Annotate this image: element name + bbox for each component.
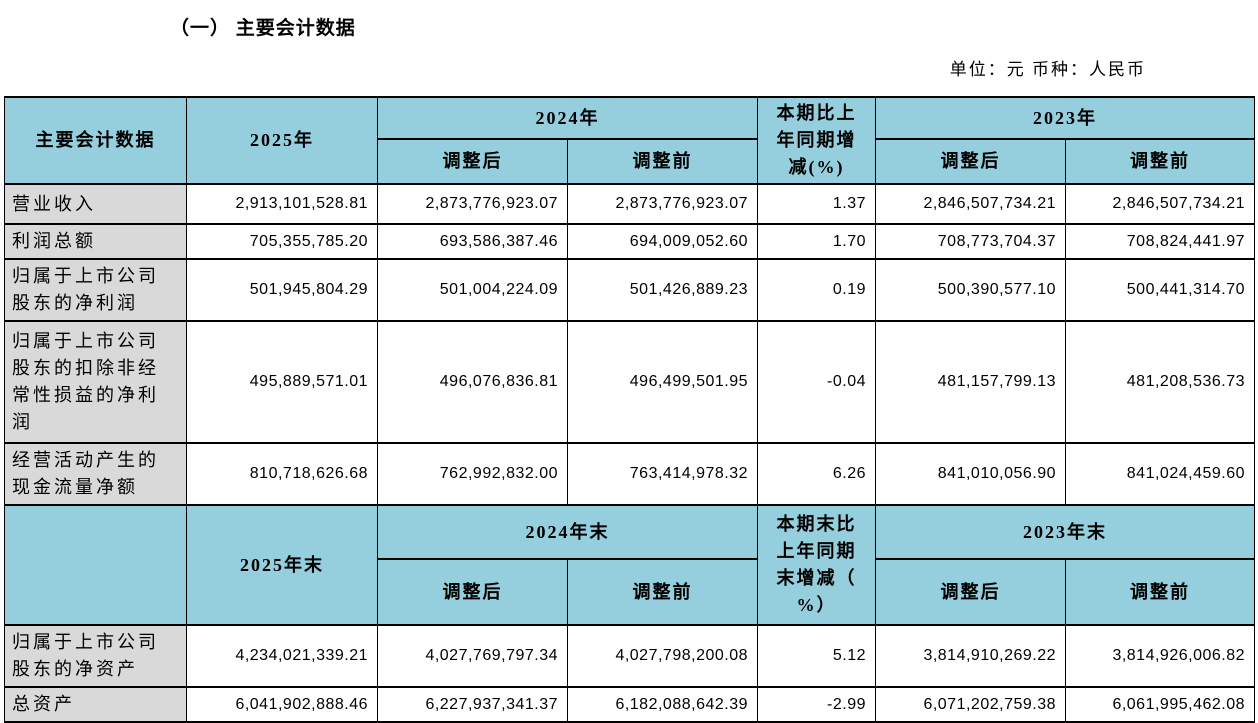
value-2024-before: 501,426,889.23 — [567, 258, 758, 322]
header-row-2-top: 2025年末 2024年末 本期末比 上年同期 末增减（ %） 2023年末 — [4, 504, 1255, 626]
value-2024-before: 4,027,798,200.08 — [567, 624, 758, 688]
value-2024-before: 694,009,052.60 — [567, 223, 758, 260]
value-2024-before: 496,499,501.95 — [567, 320, 758, 444]
value-2023-before: 3,814,926,006.82 — [1065, 624, 1255, 688]
row-label: 总资产 — [4, 686, 187, 723]
value-change: 5.12 — [757, 624, 876, 688]
table-row-net-profit: 归属于上市公司 股东的净利润 501,945,804.29 501,004,22… — [4, 258, 1255, 322]
header-metric: 主要会计数据 — [4, 96, 187, 185]
header-end-2025: 2025年末 — [186, 504, 378, 626]
header-2024-adjusted: 调整后 — [377, 138, 568, 185]
table-row-total-profit: 利润总额 705,355,785.20 693,586,387.46 694,0… — [4, 223, 1255, 260]
value-change: -2.99 — [757, 686, 876, 723]
row-label: 归属于上市公司 股东的扣除非经 常性损益的净利 润 — [4, 320, 187, 444]
value-2024-adjusted: 762,992,832.00 — [377, 442, 568, 506]
value-2024-adjusted: 6,227,937,341.37 — [377, 686, 568, 723]
value-2023-before: 481,208,536.73 — [1065, 320, 1255, 444]
row-label: 归属于上市公司 股东的净利润 — [4, 258, 187, 322]
value-2024-adjusted: 496,076,836.81 — [377, 320, 568, 444]
table-row-deducted-net-profit: 归属于上市公司 股东的扣除非经 常性损益的净利 润 495,889,571.01… — [4, 320, 1255, 444]
row-label: 利润总额 — [4, 223, 187, 260]
value-2025: 495,889,571.01 — [186, 320, 378, 444]
value-2024-before: 6,182,088,642.39 — [567, 686, 758, 723]
header-row-1-sub: 调整后 调整前 调整后 调整前 — [5, 138, 1255, 185]
value-2025: 705,355,785.20 — [186, 223, 378, 260]
value-2025: 6,041,902,888.46 — [186, 686, 378, 723]
table-row-net-assets: 归属于上市公司 股东的净资产 4,234,021,339.21 4,027,76… — [4, 624, 1255, 688]
header-year-2025: 2025年 — [186, 96, 378, 185]
value-2023-before: 708,824,441.97 — [1065, 223, 1255, 260]
value-2025: 4,234,021,339.21 — [186, 624, 378, 688]
value-2024-before: 763,414,978.32 — [567, 442, 758, 506]
value-2023-adjusted: 708,773,704.37 — [875, 223, 1066, 260]
accounting-table: 主要会计数据 2025年 2024年 本期比上 年同期增 减(%) 2023年 … — [4, 95, 1255, 723]
value-2023-adjusted: 500,390,577.10 — [875, 258, 1066, 322]
unit-currency-note: 单位：元 币种：人民币 — [949, 60, 1146, 79]
value-2023-before: 500,441,314.70 — [1065, 258, 1255, 322]
value-2023-adjusted: 841,010,056.90 — [875, 442, 1066, 506]
section-title: （一） 主要会计数据 — [170, 18, 356, 39]
header-end-2023: 2023年末 — [875, 504, 1255, 560]
header-end-2024-adjusted: 调整后 — [377, 558, 568, 626]
table-row-revenue: 营业收入 2,913,101,528.81 2,873,776,923.07 2… — [4, 183, 1255, 225]
value-2024-adjusted: 501,004,224.09 — [377, 258, 568, 322]
header-2024-before-adjust: 调整前 — [567, 138, 758, 185]
header-year-2024: 2024年 — [377, 95, 758, 141]
value-2025: 810,718,626.68 — [186, 442, 378, 506]
value-2024-before: 2,873,776,923.07 — [567, 183, 758, 225]
value-2023-before: 6,061,995,462.08 — [1065, 686, 1255, 723]
header-metric-empty — [4, 504, 187, 626]
header-2023-adjusted: 调整后 — [875, 138, 1066, 185]
value-2025: 2,913,101,528.81 — [186, 183, 378, 225]
header-end-2023-before-adjust: 调整前 — [1065, 558, 1255, 626]
value-change: -0.04 — [757, 320, 876, 444]
header-end-2024: 2024年末 — [377, 504, 758, 560]
value-2025: 501,945,804.29 — [186, 258, 378, 322]
value-change: 1.37 — [757, 183, 876, 225]
header-end-2023-adjusted: 调整后 — [875, 558, 1066, 626]
header-row-1-top: 主要会计数据 2025年 2024年 本期比上 年同期增 减(%) 2023年 — [4, 95, 1255, 185]
table-row-total-assets: 总资产 6,041,902,888.46 6,227,937,341.37 6,… — [4, 686, 1255, 723]
value-2023-before: 2,846,507,734.21 — [1065, 183, 1255, 225]
value-2024-adjusted: 693,586,387.46 — [377, 223, 568, 260]
header-year-2023: 2023年 — [875, 95, 1255, 141]
row-label: 经营活动产生的 现金流量净额 — [4, 442, 187, 506]
value-2023-before: 841,024,459.60 — [1065, 442, 1255, 506]
table-row-operating-cash-flow: 经营活动产生的 现金流量净额 810,718,626.68 762,992,83… — [4, 442, 1255, 506]
header-end-2024-before-adjust: 调整前 — [567, 558, 758, 626]
header-change-percent: 本期比上 年同期增 减(%) — [757, 96, 876, 185]
value-2023-adjusted: 481,157,799.13 — [875, 320, 1066, 444]
row-label: 营业收入 — [4, 183, 187, 225]
value-2023-adjusted: 2,846,507,734.21 — [875, 183, 1066, 225]
value-change: 1.70 — [757, 223, 876, 260]
value-2024-adjusted: 2,873,776,923.07 — [377, 183, 568, 225]
value-change: 0.19 — [757, 258, 876, 322]
value-change: 6.26 — [757, 442, 876, 506]
value-2023-adjusted: 3,814,910,269.22 — [875, 624, 1066, 688]
header-end-change-percent: 本期末比 上年同期 末增减（ %） — [757, 504, 876, 626]
value-2024-adjusted: 4,027,769,797.34 — [377, 624, 568, 688]
header-2023-before-adjust: 调整前 — [1065, 138, 1255, 185]
value-2023-adjusted: 6,071,202,759.38 — [875, 686, 1066, 723]
row-label: 归属于上市公司 股东的净资产 — [4, 624, 187, 688]
header-row-2-sub: 调整后 调整前 调整后 调整前 — [5, 558, 1255, 626]
